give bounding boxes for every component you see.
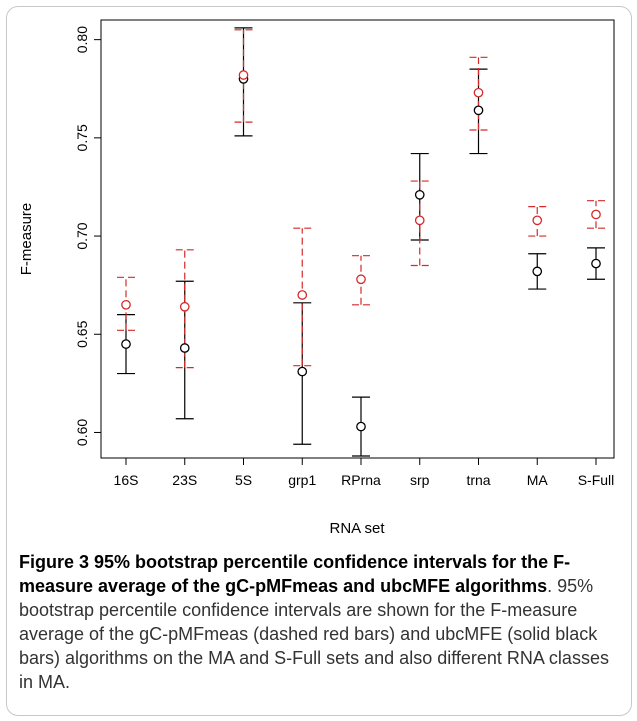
y-tick-label: 0.80 (74, 26, 90, 53)
error-bars (117, 27, 605, 457)
y-tick-label: 0.60 (74, 419, 90, 446)
point-black (297, 366, 308, 377)
point-black (121, 339, 131, 349)
x-axis-label: RNA set (329, 520, 385, 537)
caption-body: . 95% bootstrap percentile confidence in… (19, 576, 609, 692)
y-tick-label: 0.70 (74, 222, 90, 249)
point-black (532, 266, 543, 277)
x-tick-label: RPrna (341, 472, 381, 488)
x-tick-label: 23S (172, 472, 197, 488)
point-red (297, 290, 308, 300)
point-black (591, 258, 601, 269)
point-black (414, 189, 425, 200)
chart: 0.60 0.65 0.70 0.75 0.80 16S 23S 5S grp1 RPrna sr… (18, 19, 615, 537)
x-tick-label: grp1 (288, 472, 316, 488)
caption-title: Figure 3 95% bootstrap percentile confid… (19, 552, 571, 596)
point-black (356, 421, 366, 432)
y-axis-label: F-measure (18, 203, 35, 276)
point-red (121, 299, 131, 310)
y-axis: 0.60 0.65 0.70 0.75 0.80 (74, 26, 101, 446)
point-red (414, 215, 425, 226)
figure-caption: Figure 3 95% bootstrap percentile confid… (19, 550, 619, 694)
point-black (473, 105, 484, 116)
x-tick-label: S-Full (578, 472, 615, 488)
x-tick-label: MA (527, 472, 549, 488)
x-tick-label: srp (410, 472, 430, 488)
point-red (473, 87, 484, 98)
point-red (179, 301, 190, 312)
point-black (179, 343, 190, 353)
plot-box (100, 19, 615, 459)
y-tick-label: 0.75 (74, 124, 90, 151)
point-red (532, 215, 543, 226)
y-tick-label: 0.65 (74, 320, 90, 347)
x-tick-label: trna (466, 472, 490, 488)
x-tick-label: 16S (114, 472, 139, 488)
x-tick-label: 5S (235, 472, 252, 488)
x-axis: 16S 23S 5S grp1 RPrna srp trna MA S-Full (114, 458, 615, 488)
point-red (356, 274, 366, 285)
point-red (238, 70, 249, 80)
figure-panel (6, 6, 632, 716)
point-red (591, 209, 601, 220)
